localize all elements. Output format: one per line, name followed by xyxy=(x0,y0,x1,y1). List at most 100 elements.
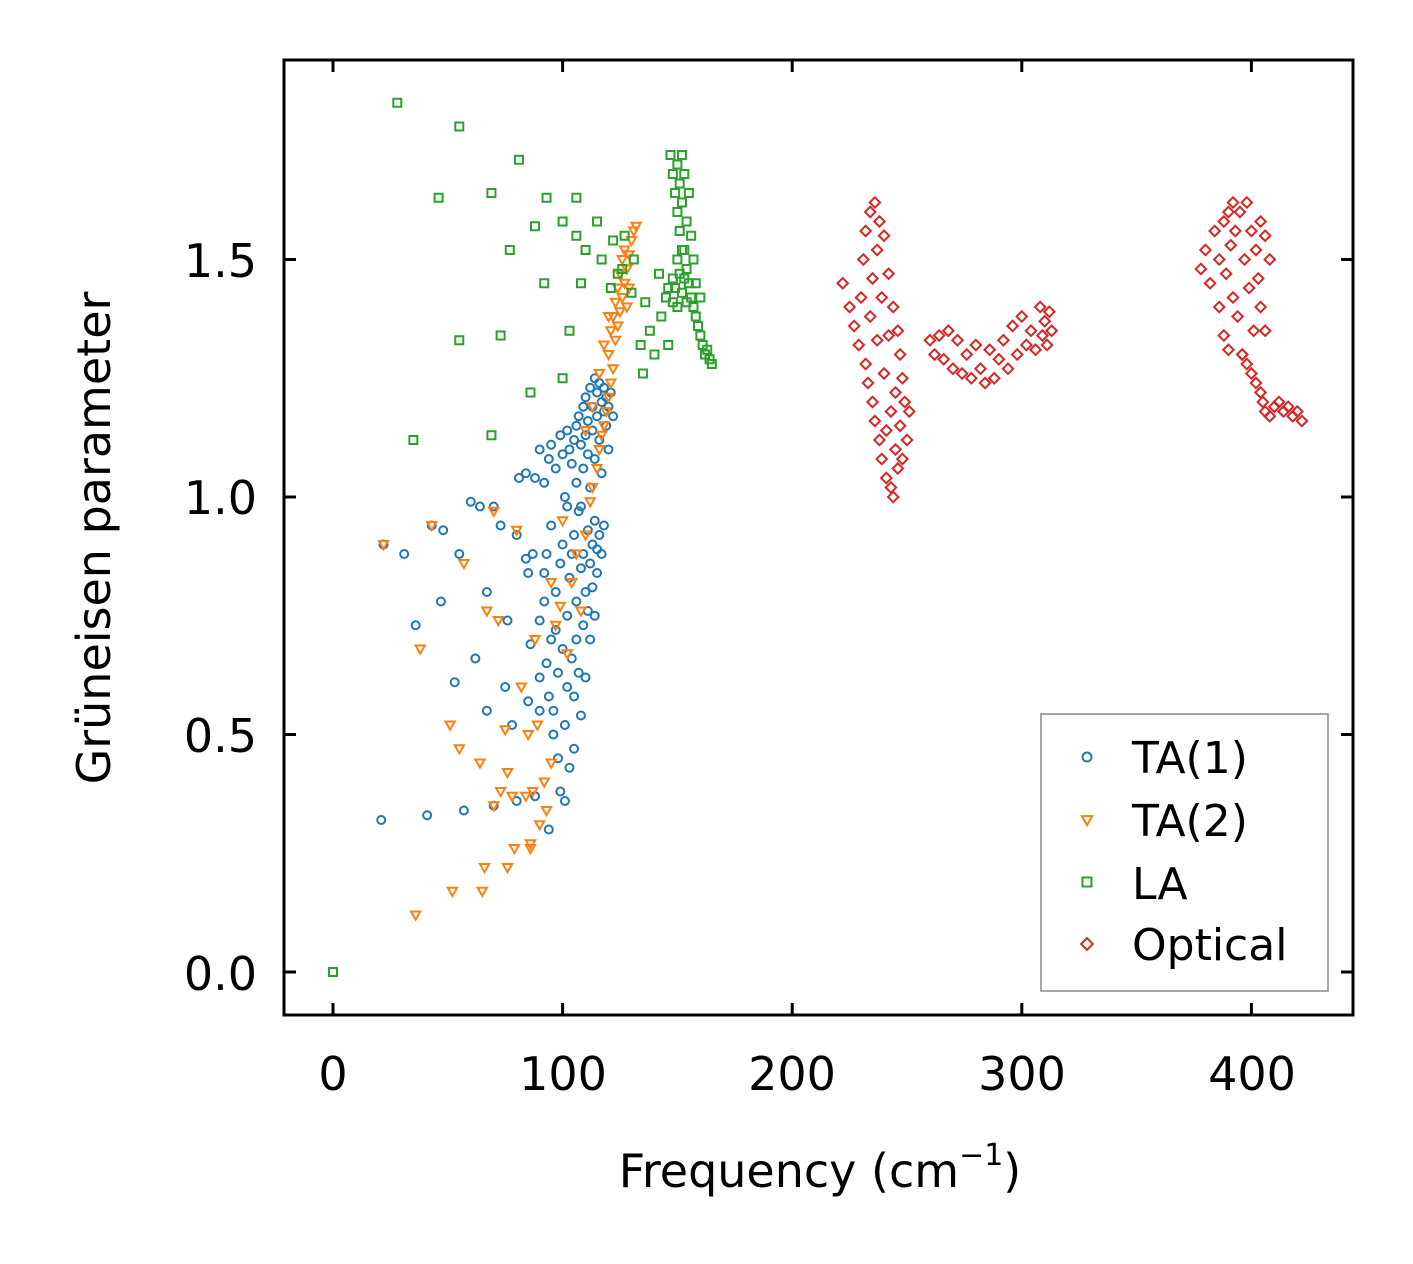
point-optical xyxy=(1295,414,1309,428)
point-optical xyxy=(865,271,880,286)
point-optical xyxy=(891,324,905,338)
point-optical xyxy=(1033,300,1047,314)
point-ta-2 xyxy=(505,791,519,803)
point-ta-2 xyxy=(597,340,611,352)
point-ta-1 xyxy=(575,710,586,721)
point-ta-1 xyxy=(571,596,582,607)
point-ta-2 xyxy=(556,516,569,528)
point-ta-1 xyxy=(376,815,387,825)
point-ta-1 xyxy=(481,705,492,716)
point-ta-1 xyxy=(474,501,485,512)
point-optical xyxy=(1045,324,1059,338)
legend-label-ta1: TA(1) xyxy=(1131,733,1248,784)
x-tick-label: 0 xyxy=(318,1047,347,1101)
point-optical xyxy=(1253,385,1268,400)
point-ta-1 xyxy=(575,439,586,450)
point-ta-1 xyxy=(571,420,582,431)
point-optical xyxy=(891,461,905,476)
point-la xyxy=(676,197,687,208)
point-ta-1 xyxy=(575,563,586,574)
point-ta-1 xyxy=(546,520,557,531)
point-optical xyxy=(863,309,877,324)
legend-marker-la xyxy=(1081,876,1093,888)
x-tick-label: 300 xyxy=(978,1047,1066,1101)
point-la xyxy=(557,373,568,384)
point-ta-1 xyxy=(555,786,566,797)
point-ta-1 xyxy=(566,458,577,469)
point-la xyxy=(557,216,568,227)
point-optical xyxy=(852,338,866,352)
point-optical xyxy=(1212,252,1226,267)
point-la xyxy=(663,340,674,350)
point-optical xyxy=(1263,409,1277,423)
point-optical xyxy=(884,480,898,495)
point-ta-1 xyxy=(580,430,591,441)
point-optical xyxy=(1249,376,1263,390)
point-optical xyxy=(875,452,889,466)
point-ta-1 xyxy=(564,444,575,455)
point-la xyxy=(656,311,667,322)
point-la xyxy=(504,245,515,255)
point-ta-1 xyxy=(571,634,582,645)
point-optical xyxy=(1226,290,1240,305)
point-la xyxy=(539,278,550,289)
point-optical xyxy=(923,333,937,347)
point-ta-1 xyxy=(541,549,552,559)
point-ta-1 xyxy=(502,615,513,626)
point-ta-1 xyxy=(534,705,545,716)
point-ta-1 xyxy=(507,720,518,730)
legend-label-la: LA xyxy=(1132,859,1188,910)
point-ta-1 xyxy=(587,582,598,593)
y-tick-label: 1.0 xyxy=(184,471,257,525)
point-optical xyxy=(870,243,884,257)
point-optical xyxy=(900,433,914,447)
point-ta-2 xyxy=(574,606,588,618)
point-optical xyxy=(1006,319,1020,333)
point-ta-1 xyxy=(582,449,593,460)
y-tick-label: 1.5 xyxy=(184,234,257,288)
point-optical xyxy=(1244,224,1259,238)
plot-frame xyxy=(282,58,1355,1017)
point-ta-1 xyxy=(573,667,584,678)
point-optical xyxy=(1203,276,1217,290)
point-ta-1 xyxy=(555,430,566,441)
point-ta-1 xyxy=(488,501,499,512)
point-optical xyxy=(1001,362,1015,376)
point-ta-1 xyxy=(553,753,564,764)
point-ta-2 xyxy=(487,506,501,518)
point-ta-2 xyxy=(602,350,615,362)
point-ta-1 xyxy=(465,496,476,507)
point-ta-1 xyxy=(559,796,570,806)
point-ta-1 xyxy=(539,568,550,578)
point-ta-2 xyxy=(501,863,514,875)
point-ta-2 xyxy=(593,369,606,381)
point-la xyxy=(667,169,678,179)
point-optical xyxy=(861,376,875,390)
point-optical xyxy=(1224,238,1238,252)
point-ta-1 xyxy=(458,805,469,816)
point-ta-2 xyxy=(480,606,494,618)
point-la xyxy=(679,245,690,255)
point-optical xyxy=(955,366,969,381)
point-la xyxy=(679,169,690,179)
point-ta-2 xyxy=(524,844,537,856)
point-la xyxy=(681,297,692,308)
point-ta-1 xyxy=(598,520,609,531)
point-ta-1 xyxy=(564,572,575,583)
point-ta-1 xyxy=(399,549,410,559)
y-tick-label: 0.5 xyxy=(184,709,257,763)
point-ta-2 xyxy=(579,426,592,438)
point-la xyxy=(596,254,607,265)
point-ta-1 xyxy=(582,416,593,426)
point-ta-1 xyxy=(523,568,534,578)
point-ta-1 xyxy=(569,691,580,702)
point-ta-1 xyxy=(539,477,550,488)
point-la xyxy=(580,245,591,255)
point-ta-1 xyxy=(594,530,605,540)
point-ta-1 xyxy=(608,411,619,422)
point-la xyxy=(686,230,697,241)
point-ta-1 xyxy=(495,520,506,531)
point-ta-1 xyxy=(555,558,566,569)
point-ta-2 xyxy=(544,578,558,590)
